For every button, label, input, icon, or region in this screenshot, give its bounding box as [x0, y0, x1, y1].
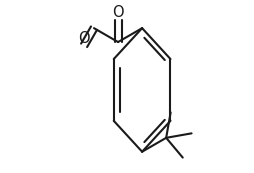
Text: O: O: [78, 31, 90, 46]
Text: O: O: [112, 5, 124, 20]
